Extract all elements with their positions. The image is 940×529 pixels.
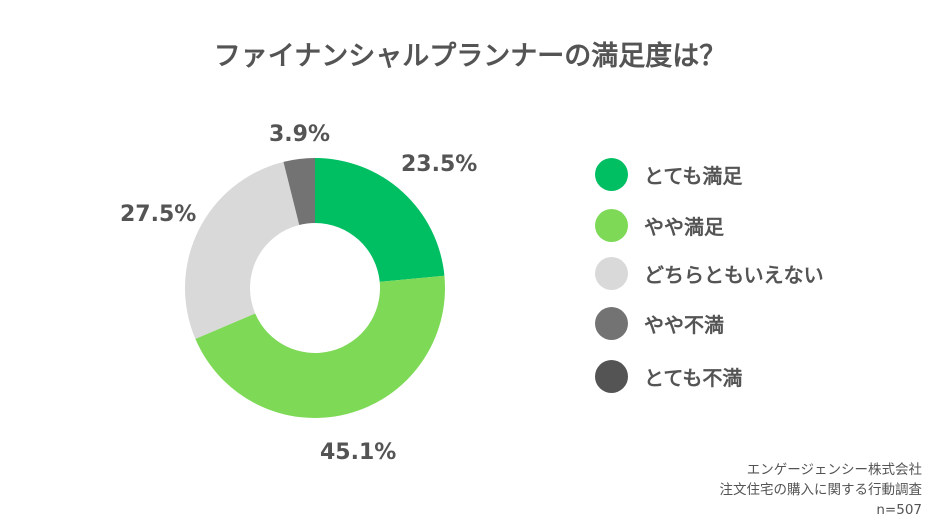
donut-slice-0 — [315, 158, 445, 282]
legend-label: とても不満 — [644, 366, 743, 390]
legend-swatch — [595, 257, 628, 290]
legend-swatch — [595, 307, 628, 340]
survey-name: 注文住宅の購入に関する行動調査 — [719, 482, 923, 498]
legend-item: どちらともいえない — [595, 257, 824, 290]
donut-slice-1 — [195, 275, 445, 418]
source-note: エンゲージェンシー株式会社 注文住宅の購入に関する行動調査 n=507 — [720, 460, 923, 520]
legend-swatch — [595, 209, 628, 242]
donut-slice-2 — [185, 161, 300, 339]
legend-item: やや満足 — [595, 209, 724, 242]
legend-label: やや満足 — [644, 215, 724, 239]
legend-label: やや不満 — [644, 313, 724, 337]
legend-label: とても満足 — [644, 164, 743, 188]
legend-item: とても満足 — [595, 158, 742, 191]
legend-swatch — [595, 360, 628, 393]
data-label-0: 23.5% — [401, 152, 478, 177]
legend-item: とても不満 — [595, 360, 742, 393]
donut-slice-3 — [283, 158, 315, 225]
legend-swatch — [595, 158, 628, 191]
chart-title: ファイナンシャルプランナーの満足度は？ — [213, 41, 727, 72]
data-label-2: 27.5% — [120, 202, 197, 227]
source-company: エンゲージェンシー株式会社 — [746, 462, 922, 478]
legend-label: どちらともいえない — [644, 263, 824, 287]
data-label-3: 3.9% — [269, 122, 331, 147]
legend-item: やや不満 — [595, 307, 724, 340]
sample-size: n=507 — [876, 502, 922, 518]
data-label-1: 45.1% — [320, 440, 397, 465]
